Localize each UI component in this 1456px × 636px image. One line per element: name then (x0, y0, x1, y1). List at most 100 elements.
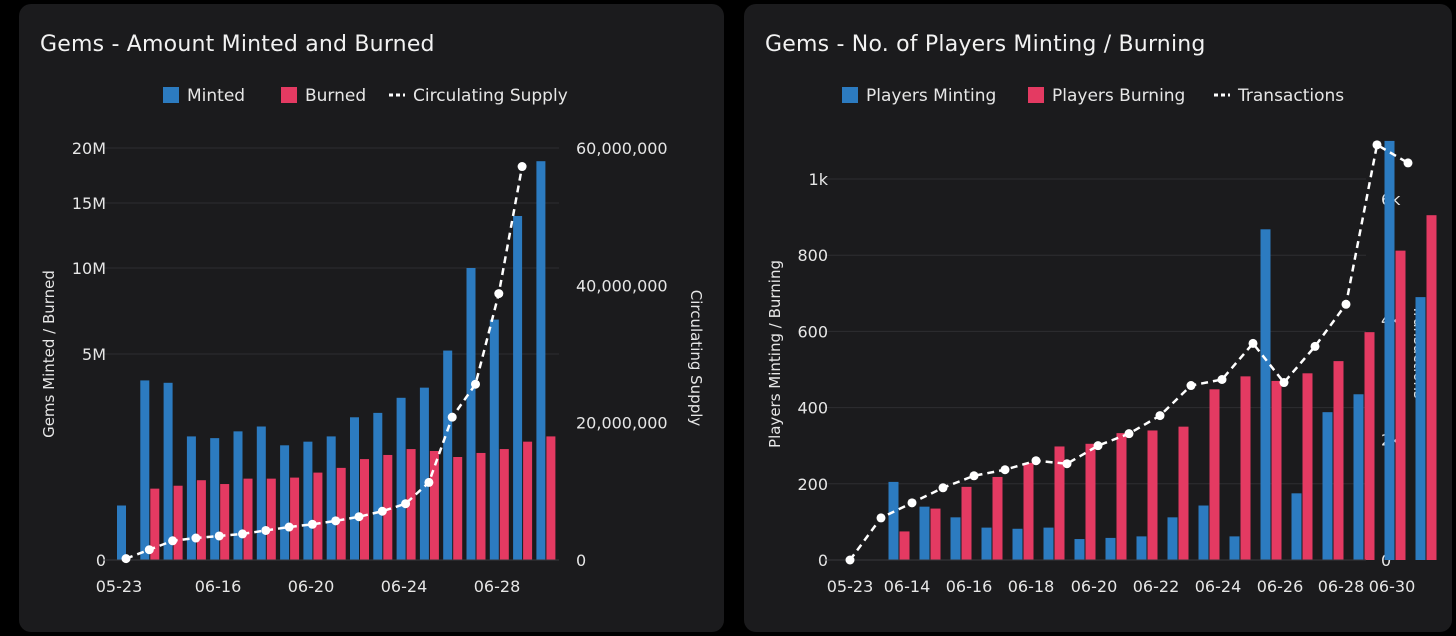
circulating-supply-point (214, 531, 224, 541)
circulating-supply-point (447, 412, 457, 422)
y-tick-label: 0 (818, 551, 828, 570)
players-burning-bar (1426, 215, 1437, 560)
burned-bar (499, 449, 509, 560)
minted-bar (186, 436, 196, 560)
transactions-point (1217, 375, 1227, 384)
x-tick-label: 05-23 (827, 577, 874, 596)
players-minting-bar (1136, 536, 1147, 560)
minted-bar (443, 350, 453, 560)
transactions-point (1248, 338, 1258, 348)
players-burning-bar (1023, 462, 1034, 560)
players-burning-bar (1054, 446, 1065, 560)
players-burning-bar (1178, 426, 1189, 560)
transactions-point (876, 513, 886, 523)
burned-bar (476, 452, 486, 560)
players-minting-bar (1074, 539, 1085, 560)
y-tick-label: 10M (72, 259, 106, 278)
transactions-point (907, 498, 917, 508)
players-minting-bar (1198, 505, 1209, 560)
x-tick-label: 05-23 (96, 577, 143, 596)
chart-title: Gems - No. of Players Minting / Burning (765, 32, 1206, 57)
players-minting-bar (919, 506, 930, 560)
players-burning-bar (1302, 373, 1313, 560)
x-tick-label: 06-16 (946, 577, 993, 596)
transactions-point (845, 555, 855, 565)
circulating-supply-point (471, 379, 480, 389)
burned-bar (546, 436, 556, 560)
x-tick-label: 06-26 (1257, 577, 1304, 596)
transactions-point (1155, 411, 1165, 421)
legend-label: Players Minting (866, 86, 996, 106)
players-burning-bar (1395, 250, 1406, 561)
players-minting-bar (1415, 297, 1426, 560)
circulating-supply-point (238, 529, 247, 539)
minted-bar (350, 417, 359, 560)
players-burning-bar (1333, 361, 1344, 560)
x-tick-label: 06-20 (288, 577, 335, 596)
x-tick-label: 06-14 (884, 577, 931, 596)
burned-bar (150, 488, 160, 560)
y-tick-label: 400 (797, 399, 828, 418)
burned-bar (243, 478, 253, 560)
y2-tick-label: 0 (576, 551, 586, 570)
players-minting-bar (950, 517, 961, 560)
burned-bar (290, 477, 300, 560)
players-minting-bar (1260, 229, 1271, 561)
y-axis-title: Players Minting / Burning (766, 260, 784, 448)
chart-title: Gems - Amount Minted and Burned (40, 32, 435, 57)
circulating-supply-point (494, 289, 504, 299)
players-burning-bar (992, 476, 1003, 560)
circulating-supply-point (401, 499, 411, 509)
circulating-supply-point (284, 522, 294, 532)
burned-bar (429, 450, 439, 560)
players-minting-bar (1012, 528, 1023, 560)
x-tick-label: 06-28 (474, 577, 521, 596)
circulating-supply-point (307, 519, 317, 529)
players-minting-bar (1229, 536, 1240, 560)
x-tick-label: 06-22 (1133, 577, 1180, 596)
circulating-supply-point (424, 477, 434, 487)
circulating-supply-point (121, 554, 131, 564)
legend-label: Circulating Supply (413, 86, 568, 106)
transactions-point (1341, 299, 1351, 309)
players-minting-bar (888, 481, 899, 560)
players-burning-bar (1147, 430, 1158, 560)
transactions-point (1062, 459, 1072, 469)
players-minting-bar (981, 527, 992, 560)
y2-tick-label: 0 (1381, 551, 1391, 570)
burned-bar (383, 454, 393, 560)
x-tick-label: 06-24 (1195, 577, 1242, 596)
players-burning-bar (1116, 433, 1127, 560)
burned-bar (266, 478, 276, 560)
minted-bar (210, 438, 220, 560)
y2-axis-title: Circulating Supply (687, 290, 705, 427)
players-minting-bar (1353, 394, 1364, 560)
legend-label: Transactions (1237, 86, 1344, 106)
burned-bar (196, 480, 206, 560)
minted-bar (373, 412, 383, 560)
transactions-point (1124, 429, 1134, 439)
burned-bar (523, 441, 533, 560)
y-axis-title: Gems Minted / Burned (40, 270, 58, 438)
players-chart: 02004006008001k02k4k6kPlayers Minting / … (766, 86, 1437, 596)
circulating-supply-point (517, 162, 527, 172)
burned-bar (360, 459, 369, 560)
players-chart-panel: Gems - No. of Players Minting / Burning … (744, 4, 1452, 632)
circulating-supply-point (191, 533, 201, 543)
minted-bar (419, 387, 429, 560)
burned-bar (220, 484, 230, 560)
minted-bar (466, 268, 476, 560)
minted-burned-chart: 0 5M 10M 15M 20M 0 20,000,000 40,000,000 60,000,… (40, 86, 705, 596)
y2-tick-label: 20,000,000 (576, 414, 668, 433)
transactions-point (1403, 158, 1413, 168)
y2-tick-label: 60,000,000 (576, 139, 668, 158)
y-tick-label: 200 (797, 475, 828, 494)
transactions-point (938, 483, 948, 493)
legend-label: Players Burning (1052, 86, 1185, 106)
minted-bar (326, 436, 336, 560)
transactions-point (1000, 465, 1010, 475)
minted-bar (513, 216, 523, 560)
players-burning-bar (1085, 443, 1096, 560)
players-minting-bar (1384, 140, 1395, 560)
burned-bar (313, 472, 323, 560)
